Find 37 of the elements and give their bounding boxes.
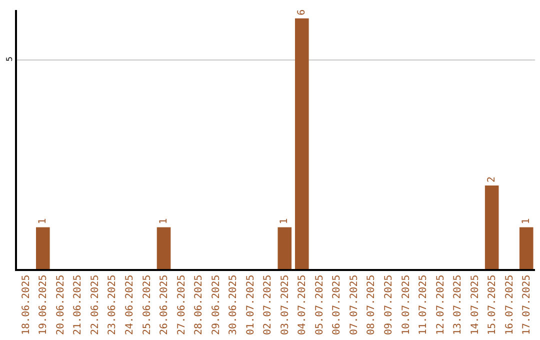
x-tick-label: 10.07.2025 bbox=[400, 274, 412, 335]
x-tick-label: 01.07.2025 bbox=[245, 274, 256, 335]
x-tick-label: 27.06.2025 bbox=[176, 274, 188, 335]
x-tick-label: 17.07.2025 bbox=[522, 274, 533, 335]
x-tick-label: 28.06.2025 bbox=[194, 274, 205, 335]
x-tick-label: 22.06.2025 bbox=[90, 274, 101, 335]
data-label: 1 bbox=[158, 218, 170, 224]
y-tick-label: 5 bbox=[5, 56, 14, 62]
x-tick-label: 23.06.2025 bbox=[107, 274, 118, 335]
x-tick-label: 30.06.2025 bbox=[228, 274, 240, 335]
x-tick-label: 20.06.2025 bbox=[55, 274, 66, 335]
x-tick-label: 03.07.2025 bbox=[280, 274, 291, 335]
x-tick-label: 19.06.2025 bbox=[38, 274, 50, 335]
x-tick-label: 08.07.2025 bbox=[366, 274, 378, 335]
x-tick-label: 16.07.2025 bbox=[504, 274, 516, 335]
x-tick-label: 09.07.2025 bbox=[383, 274, 394, 335]
x-tick-label: 07.07.2025 bbox=[348, 274, 360, 335]
data-label: 6 bbox=[296, 9, 308, 16]
x-tick-label: 02.07.2025 bbox=[262, 274, 274, 335]
x-tick-label: 15.07.2025 bbox=[487, 274, 498, 335]
data-label: 1 bbox=[520, 218, 532, 224]
x-tick-label: 05.07.2025 bbox=[314, 274, 326, 335]
x-tick-label: 11.07.2025 bbox=[418, 274, 430, 335]
x-tick-label: 24.06.2025 bbox=[124, 274, 136, 335]
data-label: 2 bbox=[486, 176, 498, 182]
x-tick-label: 21.06.2025 bbox=[72, 274, 84, 335]
x-tick-label: 04.07.2025 bbox=[297, 274, 308, 335]
x-tick-label: 29.06.2025 bbox=[210, 274, 222, 335]
x-tick-label: 18.06.2025 bbox=[20, 274, 32, 335]
x-tick-label: 14.07.2025 bbox=[470, 274, 481, 335]
data-label: 1 bbox=[279, 218, 290, 224]
x-tick-label: 25.06.2025 bbox=[142, 274, 153, 335]
x-tick-label: 06.07.2025 bbox=[332, 274, 343, 335]
x-tick-label: 13.07.2025 bbox=[452, 274, 464, 335]
x-tick-label: 26.06.2025 bbox=[159, 274, 170, 335]
data-label: 1 bbox=[37, 218, 48, 224]
x-tick-label: 12.07.2025 bbox=[435, 274, 446, 335]
